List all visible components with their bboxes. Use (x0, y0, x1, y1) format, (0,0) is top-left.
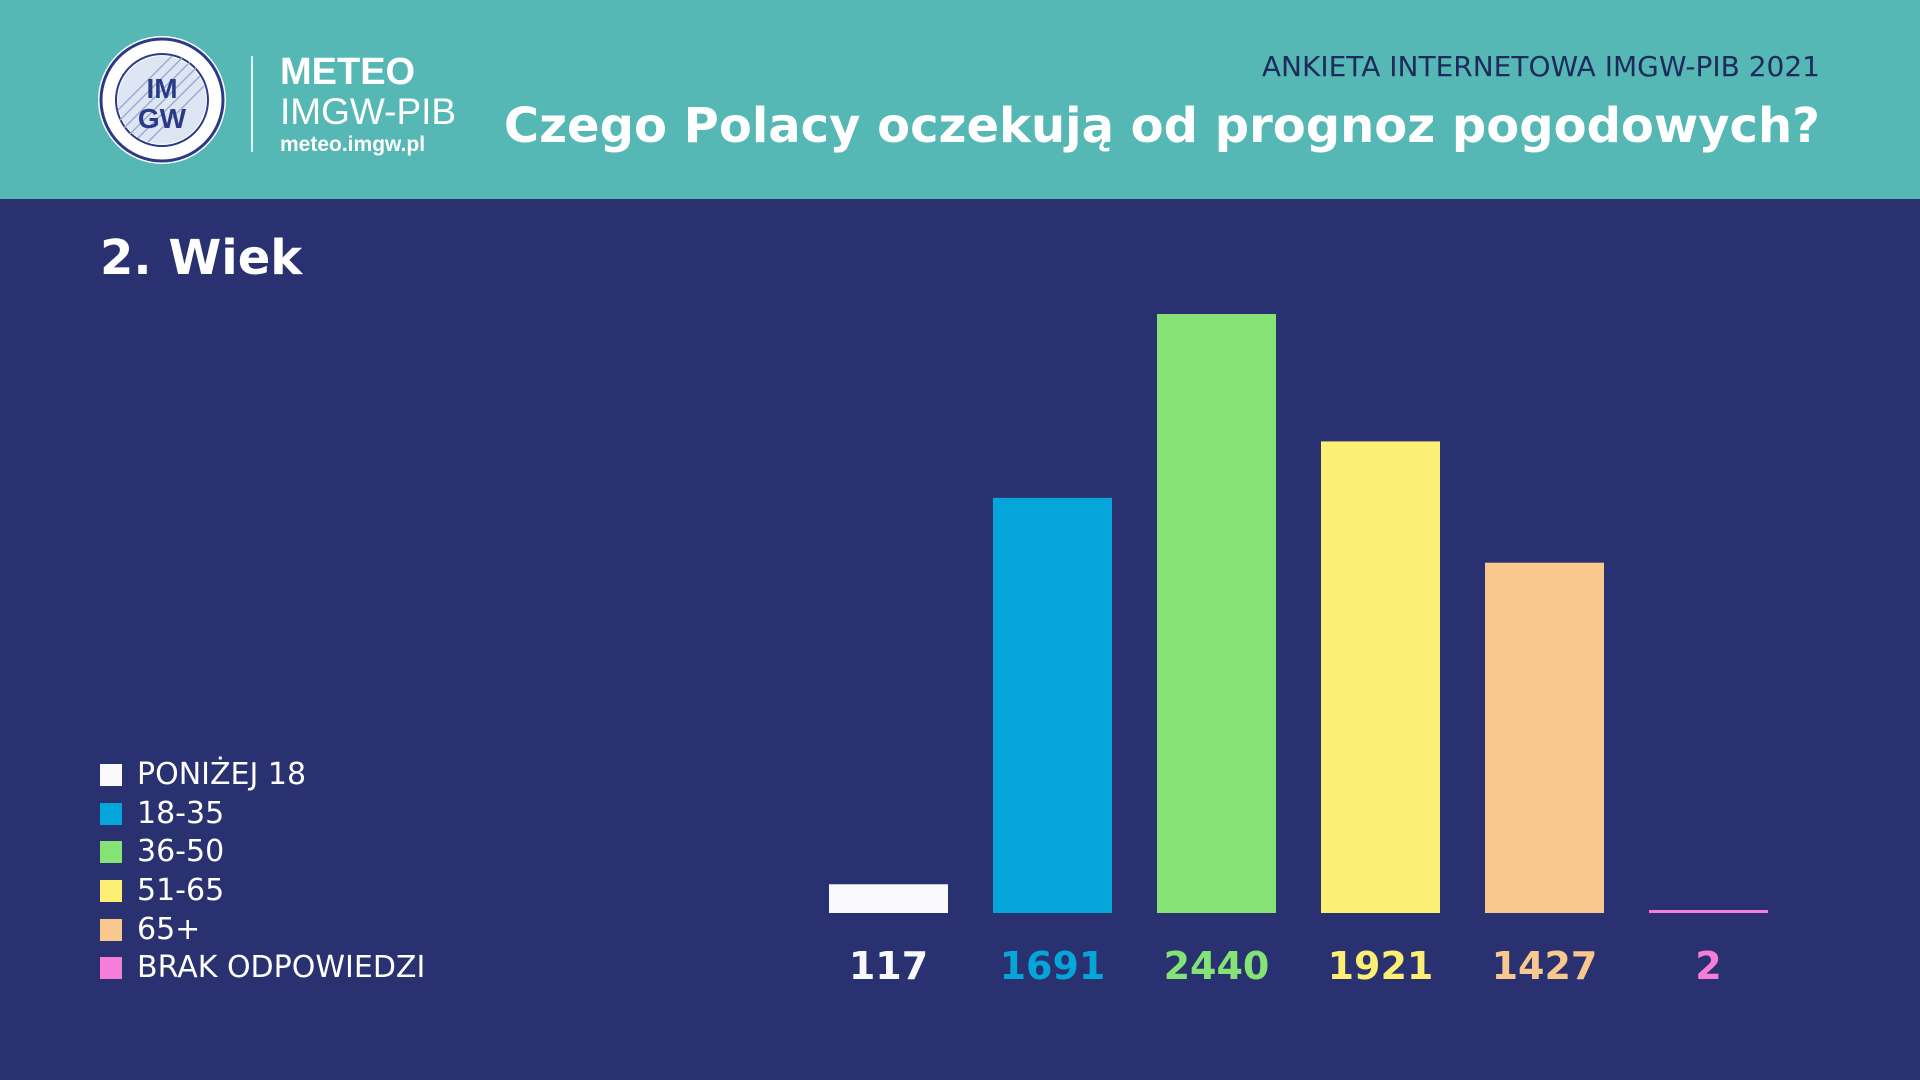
legend-label: PONIŻEJ 18 (137, 757, 307, 793)
data-label-5: 1427 (1492, 944, 1598, 988)
logo-text-top: IM (146, 73, 177, 104)
legend-label: BRAK ODPOWIEDZI (137, 950, 426, 986)
legend-item: 51-65 (100, 872, 425, 911)
legend-item: PONIŻEJ 18 (100, 756, 425, 795)
logo-divider (251, 56, 253, 152)
bar-4 (1321, 441, 1440, 913)
legend-swatch (100, 764, 122, 787)
legend-label: 18-35 (137, 795, 225, 831)
bar-5 (1485, 562, 1604, 913)
question-title: 2. Wiek (100, 230, 303, 286)
brand-imgw-pib: IMGW-PIB (280, 91, 457, 132)
legend-swatch (100, 918, 122, 941)
bar-3 (1157, 314, 1276, 913)
bar-1 (829, 884, 948, 913)
legend-label: 36-50 (137, 834, 225, 870)
bar-2 (993, 497, 1112, 913)
brand-meteo: METEO (280, 51, 416, 93)
imgw-logo-graphic: IM GW (99, 37, 225, 163)
legend-swatch (100, 957, 122, 980)
survey-label: ANKIETA INTERNETOWA IMGW-PIB 2021 (1261, 50, 1820, 83)
legend-item: 65+ (100, 910, 425, 949)
page-title: Czego Polacy oczekują od prognoz pogodow… (503, 98, 1820, 154)
legend-label: 65+ (137, 911, 201, 947)
legend-item: 36-50 (100, 833, 425, 872)
data-label-1: 117 (849, 944, 928, 988)
legend-swatch (100, 802, 122, 825)
data-label-2: 1691 (1000, 944, 1106, 988)
legend-item: BRAK ODPOWIEDZI (100, 949, 425, 988)
brand-url: meteo.imgw.pl (280, 133, 426, 156)
logo-text-bottom: GW (138, 103, 187, 134)
data-label-4: 1921 (1328, 944, 1434, 988)
data-label-6: 2 (1695, 944, 1721, 988)
legend-swatch (100, 880, 122, 903)
imgw-logo: IM GW (98, 36, 226, 164)
legend-item: 18-35 (100, 795, 425, 834)
legend-label: 51-65 (137, 873, 225, 909)
data-label-3: 2440 (1164, 944, 1270, 988)
header-banner: IM GW METEO IMGW-PIB meteo.imgw.pl ANKIE… (0, 0, 1920, 199)
legend-swatch (100, 841, 122, 864)
chart-legend: PONIŻEJ 18 18-35 36-50 51-65 65+ BRAK OD… (100, 756, 425, 988)
bar-6 (1649, 910, 1768, 913)
